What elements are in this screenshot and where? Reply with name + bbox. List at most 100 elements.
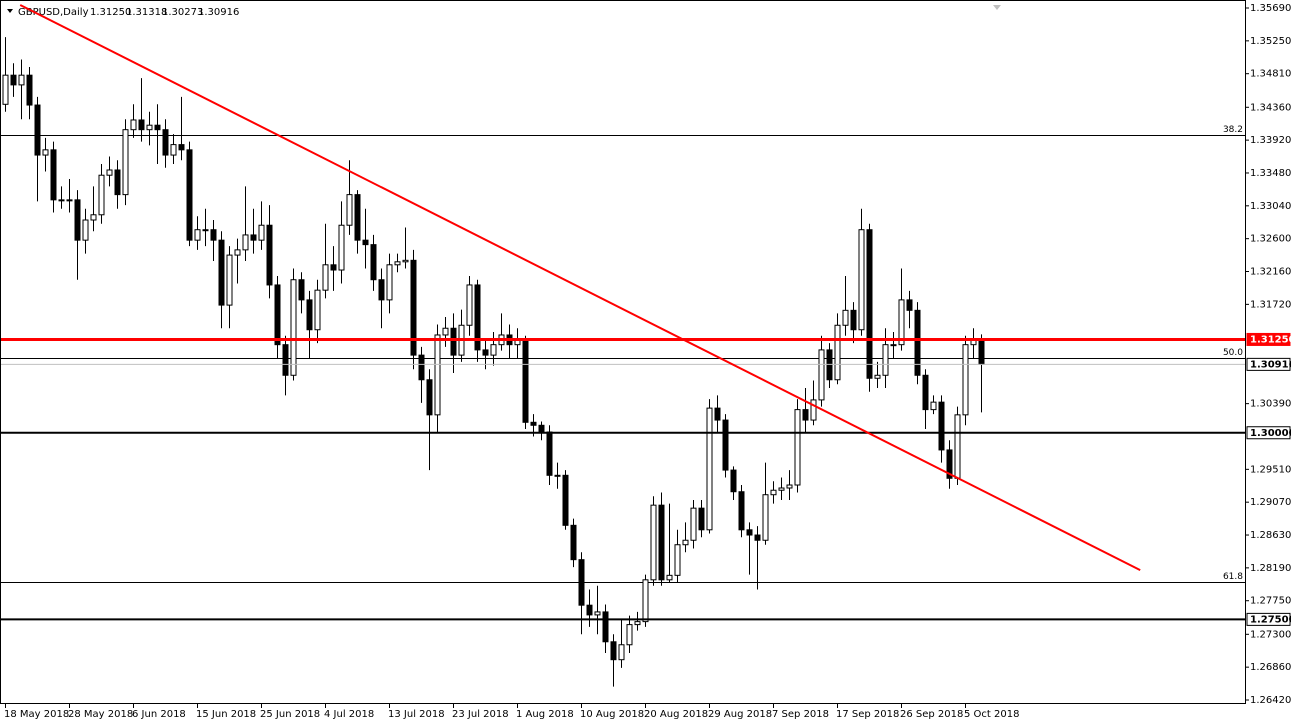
candle-body xyxy=(954,414,961,479)
candle-body xyxy=(426,379,433,416)
candle-body xyxy=(802,409,809,421)
candle-body xyxy=(138,119,145,131)
candle-body xyxy=(634,621,641,626)
x-tick-label: 5 Oct 2018 xyxy=(964,709,1019,720)
candle-body xyxy=(122,129,129,196)
y-tick-label: 1.32600 xyxy=(1250,234,1291,245)
candle-body xyxy=(522,339,529,423)
price-level-label: 1.30916 xyxy=(1250,359,1291,370)
candle-body xyxy=(106,169,113,176)
candle-body xyxy=(586,604,593,616)
candle-body xyxy=(730,469,737,493)
candle-body xyxy=(354,194,361,241)
candle-body xyxy=(10,74,17,86)
header-close: 1.30916 xyxy=(198,7,239,18)
candle-body xyxy=(114,169,121,196)
candle-body xyxy=(258,224,265,241)
candle-body xyxy=(706,407,713,531)
candle-body xyxy=(154,124,161,131)
candle-body xyxy=(306,299,313,331)
candle-body xyxy=(610,641,617,661)
candle-body xyxy=(770,489,777,496)
candle-body xyxy=(370,244,377,281)
candle-body xyxy=(282,344,289,376)
price-level-box xyxy=(1246,612,1291,626)
candle-body xyxy=(578,559,585,606)
candle-body xyxy=(330,264,337,271)
candle-body xyxy=(874,374,881,379)
y-tick-label: 1.32160 xyxy=(1250,267,1291,278)
x-tick-label: 13 Jul 2018 xyxy=(388,709,445,720)
fib-label: 50.0 xyxy=(1223,348,1243,358)
candle-body xyxy=(90,214,97,221)
x-tick-label: 7 Sep 2018 xyxy=(772,709,829,720)
candle-body xyxy=(946,449,953,479)
y-tick-label: 1.35250 xyxy=(1250,36,1291,47)
candle-body xyxy=(834,324,841,381)
x-tick-label: 29 Aug 2018 xyxy=(708,709,772,720)
candle-body xyxy=(674,544,681,576)
menu-arrow[interactable] xyxy=(7,9,13,13)
candle-body xyxy=(314,289,321,331)
price-level-label: 1.30000 xyxy=(1250,428,1291,439)
candle-body xyxy=(690,507,697,541)
candle-body xyxy=(42,149,49,156)
y-tick-label: 1.27300 xyxy=(1250,629,1291,640)
candle-body xyxy=(66,199,73,202)
x-tick-label: 20 Aug 2018 xyxy=(644,709,708,720)
candle-body xyxy=(18,74,25,86)
candle-body xyxy=(546,431,553,476)
price-level-box xyxy=(1246,332,1291,346)
candle-body xyxy=(58,199,65,202)
candle-body xyxy=(658,504,665,581)
fib-label: 61.8 xyxy=(1223,572,1243,582)
price-level-box xyxy=(1246,357,1291,371)
candle-body xyxy=(130,119,137,131)
candle-body xyxy=(298,279,305,301)
x-tick-label: 10 Aug 2018 xyxy=(580,709,644,720)
y-tick-label: 1.33480 xyxy=(1250,168,1291,179)
candle-body xyxy=(50,149,57,201)
candle-body xyxy=(274,284,281,346)
candle-body xyxy=(2,74,9,105)
y-tick-label: 1.34360 xyxy=(1250,102,1291,113)
candle-body xyxy=(698,507,705,531)
y-tick-label: 1.28630 xyxy=(1250,530,1291,541)
candle-body xyxy=(682,539,689,546)
candle-body xyxy=(26,74,33,106)
candle-body xyxy=(226,254,233,306)
candle-body xyxy=(34,104,41,156)
candle-body xyxy=(386,264,393,301)
symbol-title: GBPUSD,Daily xyxy=(18,7,89,18)
candle-body xyxy=(338,224,345,271)
candle-body xyxy=(210,229,217,241)
y-tick-label: 1.33040 xyxy=(1250,201,1291,212)
x-tick-label: 18 May 2018 xyxy=(4,709,69,720)
candle-body xyxy=(234,249,241,256)
candle-body xyxy=(746,529,753,536)
candle-body xyxy=(642,579,649,623)
candle-body xyxy=(74,199,81,241)
candle-body xyxy=(202,229,209,232)
candle-body xyxy=(266,224,273,286)
candle-body xyxy=(618,644,625,661)
candle-body xyxy=(218,239,225,306)
candle-body xyxy=(538,424,545,433)
candle-body xyxy=(82,219,89,241)
candle-body xyxy=(466,284,473,326)
candle-body xyxy=(410,259,417,356)
candle-body xyxy=(738,491,745,531)
candle-body xyxy=(978,338,985,365)
candle-body xyxy=(402,259,409,263)
candle-body xyxy=(530,421,537,426)
candle-body xyxy=(938,401,945,451)
candle-body xyxy=(322,264,329,291)
y-tick-label: 1.34810 xyxy=(1250,69,1291,80)
candle-body xyxy=(290,279,297,376)
candle-body xyxy=(866,229,873,379)
candle-body xyxy=(554,474,561,477)
candle-body xyxy=(594,611,601,616)
candle-body xyxy=(666,574,673,581)
x-tick-label: 26 Sep 2018 xyxy=(900,709,963,720)
